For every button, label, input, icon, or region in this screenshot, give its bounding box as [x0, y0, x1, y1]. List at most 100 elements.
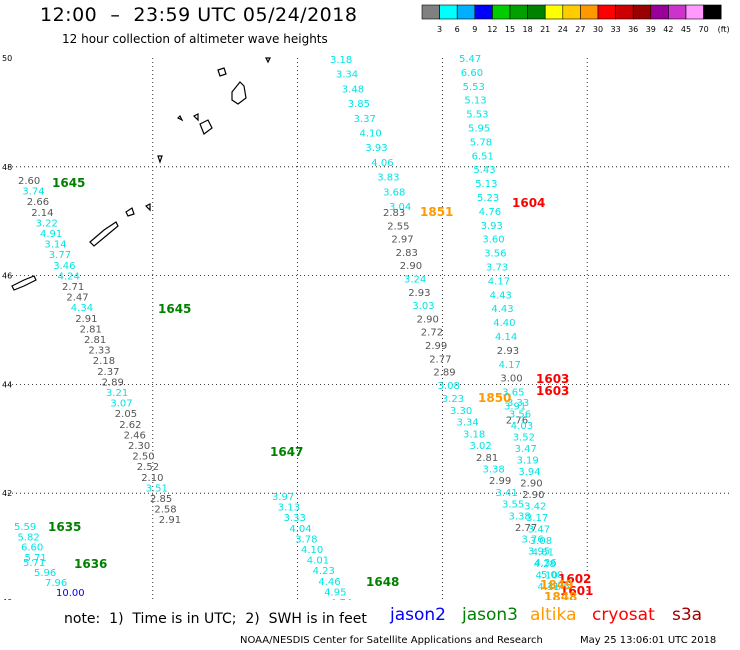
pass-altika: 3.303.343.183.022.813.382.993.413.553.38…: [450, 391, 570, 593]
pass-time-label: 1645: [52, 176, 85, 190]
swh-value: 4.43: [490, 290, 512, 301]
swh-value: 2.83: [383, 208, 405, 219]
swh-value: 2.72: [421, 328, 443, 339]
legend-item-altika: altika: [530, 605, 577, 625]
coastline: [11, 57, 271, 291]
swh-value: 3.41: [496, 488, 518, 499]
swh-value: 5.47: [459, 54, 481, 65]
swh-value: 4.40: [493, 318, 515, 329]
swh-value: 3.74: [22, 187, 44, 198]
pass-jason3: 2.603.742.662.143.224.913.143.773.464.24…: [18, 176, 181, 526]
pass-altika: 2.83 2.55 2.97 2.83 2.90 3.24 2.93 3.03 2.90 2.72…: [383, 205, 464, 405]
swh-value: 2.85: [150, 494, 172, 505]
swh-value: 3.85: [348, 99, 370, 110]
latitude-label: 46: [2, 272, 12, 281]
swh-value: 3.47: [528, 525, 550, 536]
legend-item-cryosat: cryosat: [592, 605, 655, 625]
pass-time-label: 1648: [366, 575, 399, 589]
swh-value: 2.83: [396, 248, 418, 259]
swh-value: 5.95: [468, 124, 490, 135]
swh-value: 2.18: [93, 356, 115, 367]
colorbar-tick-label: 18: [523, 25, 533, 34]
swh-value: 2.90: [400, 261, 422, 272]
swh-value: 3.02: [470, 441, 492, 452]
swh-value: 4.46: [318, 577, 340, 588]
pass-cryosat: 1603: [536, 384, 569, 398]
pass-time-label: 1601: [560, 584, 593, 598]
swh-value: 2.76: [506, 415, 528, 426]
pass-time-label: 1647: [270, 445, 303, 459]
swh-value: 3.03: [412, 301, 434, 312]
pass-cryosat: 1602: [558, 572, 591, 586]
swh-value: 2.71: [62, 282, 84, 293]
swh-value: 3.04: [389, 202, 411, 213]
swh-value: 3.17: [526, 513, 548, 524]
pass-jason3: 1645: [158, 302, 191, 316]
swh-value: 3.14: [44, 240, 66, 251]
swh-value: 3.38: [509, 511, 531, 522]
swh-value: 2.47: [66, 293, 88, 304]
colorbar-tick-label: 24: [558, 25, 568, 34]
pass-cryosat: 5.47 6.60 5.53 5.13 5.53 5.95 5.78 6.51 5.43 5.13…: [459, 54, 545, 426]
swh-value: 2.99: [425, 341, 447, 352]
swh-value: 2.77: [429, 354, 451, 365]
swh-value: 6.51: [472, 151, 494, 162]
swh-value: 5.71: [25, 553, 47, 564]
pass-time-label: 1645: [158, 302, 191, 316]
pass-time-label: 1636: [74, 557, 107, 571]
swh-value: 4.34: [71, 303, 93, 314]
swh-value: 2.93: [408, 288, 430, 299]
swh-value: 5.59: [14, 522, 36, 533]
wave-height-map: 504846444240150153156159162165 2.603.742…: [2, 54, 732, 600]
chart-title: 12:00 – 23:59 UTC 05/24/2018: [40, 4, 358, 26]
latitude-label: 42: [2, 489, 12, 498]
pass-cryosat: 1601: [560, 584, 593, 598]
swh-value: 4.17: [499, 360, 521, 371]
swh-value: 4.74: [330, 598, 352, 600]
swh-value: 2.58: [154, 505, 176, 516]
swh-value: 3.55: [502, 500, 524, 511]
swh-value: 2.89: [433, 368, 455, 379]
legend-item-jason3: jason3: [462, 605, 518, 625]
swh-value: 5.71: [23, 558, 45, 569]
swh-value: 7.96: [45, 578, 67, 589]
colorbar-unit-label: (ft): [718, 25, 730, 34]
swh-value: 4.43: [491, 304, 513, 315]
swh-value: 4.91: [40, 229, 62, 240]
swh-value: 3.65: [502, 388, 524, 399]
colorbar-tick-label: 42: [663, 25, 673, 34]
pass-jason3: 1647: [270, 445, 303, 459]
swh-value: 3.83: [377, 173, 399, 184]
swh-value: 5.00: [541, 570, 563, 581]
swh-value: 3.94: [518, 467, 540, 478]
swh-value: 3.91: [504, 402, 526, 413]
swh-value: 5.53: [463, 82, 485, 93]
pass-time-label: 1849: [540, 578, 573, 592]
generation-timestamp: May 25 13:06:01 UTC 2018: [580, 635, 717, 646]
swh-value: 4.61: [532, 548, 554, 559]
swh-value: 4.10: [360, 129, 382, 140]
swh-value: 2.50: [132, 452, 154, 463]
pass-time-label: 1850: [478, 391, 511, 405]
swh-value: 4.01: [307, 556, 329, 567]
pass-jason3: 5.595.826.605.71 1635: [14, 520, 81, 564]
swh-value: 2.91: [159, 515, 181, 526]
map-grid: [8, 58, 732, 600]
swh-value: 2.81: [84, 335, 106, 346]
swh-value: 2.99: [489, 476, 511, 487]
swh-value: 5.23: [477, 193, 499, 204]
swh-value: 4.17: [488, 276, 510, 287]
swh-value: 2.81: [80, 324, 102, 335]
colorbar-tick-label: 36: [628, 25, 638, 34]
swh-value: 3.00: [500, 374, 522, 385]
swh-value: 3.47: [515, 444, 537, 455]
swh-value: 4.24: [58, 271, 80, 282]
swh-value: 2.46: [124, 430, 146, 441]
satellite-tracks: 2.603.742.662.143.224.913.143.773.464.24…: [14, 54, 593, 600]
swh-value: 3.21: [106, 388, 128, 399]
swh-value: 5.13: [475, 179, 497, 190]
swh-value: 2.90: [417, 314, 439, 325]
latitude-label: 44: [2, 380, 12, 389]
pass-jason3: 3.18 3.34 3.48 3.85 3.37 4.10 3.93 4.06 3.83 3.68…: [330, 55, 411, 213]
swh-value: 2.90: [522, 490, 544, 501]
